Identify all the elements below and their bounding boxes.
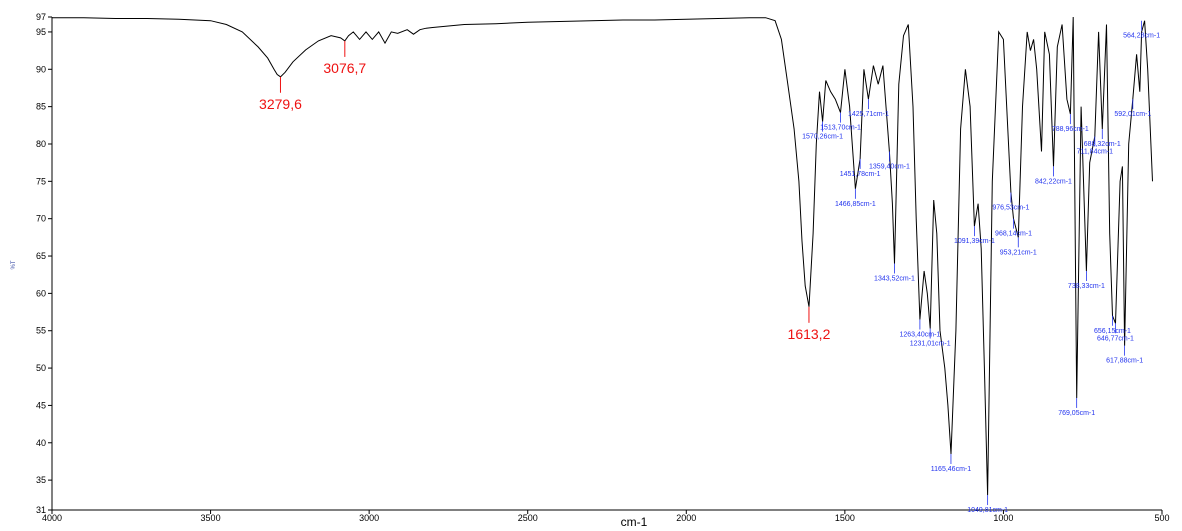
spectrum-line-group (52, 16, 1153, 496)
y-tick-label: 85 (36, 102, 46, 112)
y-tick-label: 75 (36, 176, 46, 186)
peak-label-red: 1613,2 (788, 326, 831, 342)
peak-label-blue: 738,33cm-1 (1068, 283, 1105, 290)
y-tick-label: 97 (36, 12, 46, 22)
peak-label-blue: 564,28cm-1 (1123, 33, 1160, 40)
spectrum-line (52, 16, 1153, 496)
y-tick-label: 95 (36, 27, 46, 37)
y-tick-label: 65 (36, 251, 46, 261)
y-tick-label: 35 (36, 475, 46, 485)
peak-label-blue: 688,32cm-1 (1084, 141, 1121, 148)
y-tick-label: 50 (36, 363, 46, 373)
peak-label-blue: 1165,46cm-1 (931, 466, 971, 473)
x-tick-label: 2500 (518, 513, 538, 523)
y-tick-label: 55 (36, 326, 46, 336)
peak-label-blue: 592,01cm-1 (1114, 111, 1151, 118)
peak-label-blue: 1570,26cm-1 (802, 134, 843, 141)
peak-label-blue: 1091,39cm-1 (954, 238, 995, 245)
peak-label-blue: 1231,01cm-1 (910, 340, 951, 347)
peak-label-blue: 953,21cm-1 (1000, 249, 1037, 256)
y-tick-label: 40 (36, 438, 46, 448)
x-tick-label: 1000 (993, 513, 1013, 523)
x-tick-label: 1500 (835, 513, 855, 523)
peak-label-group-red: 3279,6 3076,7 1613,2 (259, 40, 831, 342)
peak-label-blue: 617,88cm-1 (1106, 358, 1143, 365)
peak-label-blue: 656,15cm-1 (1094, 328, 1131, 335)
peak-label-blue: 1263,40cm-1 (899, 332, 940, 339)
peak-label-blue: 976,53cm-1 (992, 205, 1029, 212)
peak-label-red: 3279,6 (259, 96, 302, 112)
peak-label-blue: 1451,78cm-1 (840, 171, 881, 178)
y-axis-title: %T (11, 260, 17, 269)
y-tick-label: 31 (36, 505, 46, 515)
y-tick-label: 80 (36, 139, 46, 149)
peak-label-blue: 1359,40cm-1 (869, 163, 910, 170)
peak-label-blue: 1466,85cm-1 (835, 201, 876, 208)
x-tick-label: 3500 (201, 513, 221, 523)
x-tick-label: 500 (1154, 513, 1169, 523)
y-tick-label: 90 (36, 64, 46, 74)
peak-label-blue: 1049,81cm-1 (967, 507, 1008, 514)
peak-label-blue: 1425,71cm-1 (848, 111, 889, 118)
y-tick-label: 60 (36, 288, 46, 298)
x-axis-title: cm-1 (621, 515, 648, 529)
x-tick-label: 4000 (42, 513, 62, 523)
peak-label-blue: 968,14cm-1 (995, 231, 1032, 238)
peak-label-blue: 711,84cm-1 (1077, 149, 1114, 156)
peak-label-blue: 769,05cm-1 (1058, 410, 1095, 417)
peak-label-blue: 788,96cm-1 (1052, 126, 1089, 133)
y-tick-label: 45 (36, 400, 46, 410)
peak-label-blue: 1513,70cm-1 (820, 125, 861, 132)
y-tick-label: 70 (36, 214, 46, 224)
x-tick-label: 2000 (676, 513, 696, 523)
peak-label-blue: 646,77cm-1 (1097, 335, 1134, 342)
peak-label-blue: 1343,52cm-1 (874, 276, 915, 283)
peak-label-red: 3076,7 (323, 60, 366, 76)
x-tick-label: 3000 (359, 513, 379, 523)
peak-label-group-blue: 1570,26cm-1 1513,70cm-1 1425,71cm-1 1451,78… (802, 20, 1160, 514)
peak-label-blue: 842,22cm-1 (1035, 178, 1072, 185)
